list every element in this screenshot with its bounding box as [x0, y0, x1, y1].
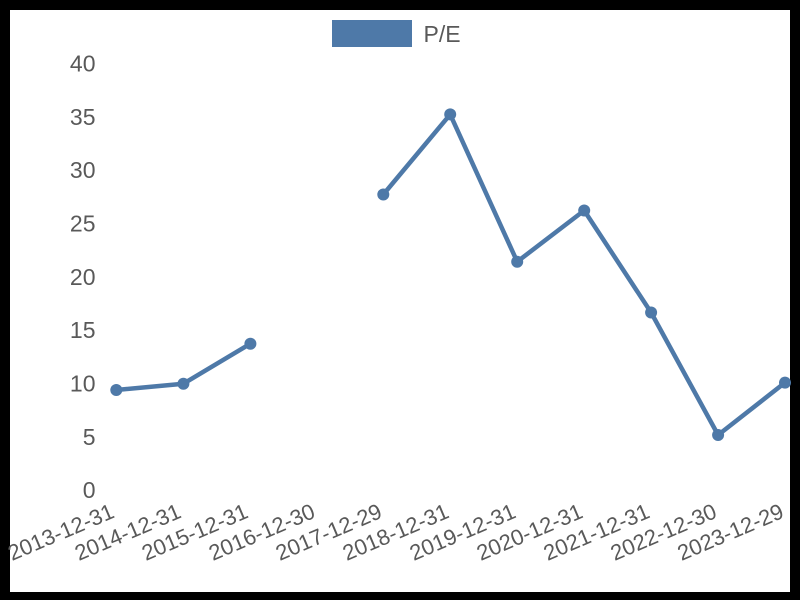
svg-text:5: 5	[83, 424, 96, 450]
svg-text:35: 35	[70, 104, 96, 130]
svg-text:0: 0	[83, 477, 96, 503]
svg-text:P/E: P/E	[424, 21, 461, 47]
svg-text:15: 15	[70, 317, 96, 343]
svg-text:40: 40	[70, 51, 96, 77]
svg-text:25: 25	[70, 211, 96, 237]
svg-text:20: 20	[70, 264, 96, 290]
svg-text:30: 30	[70, 157, 96, 183]
svg-text:10: 10	[70, 371, 96, 397]
